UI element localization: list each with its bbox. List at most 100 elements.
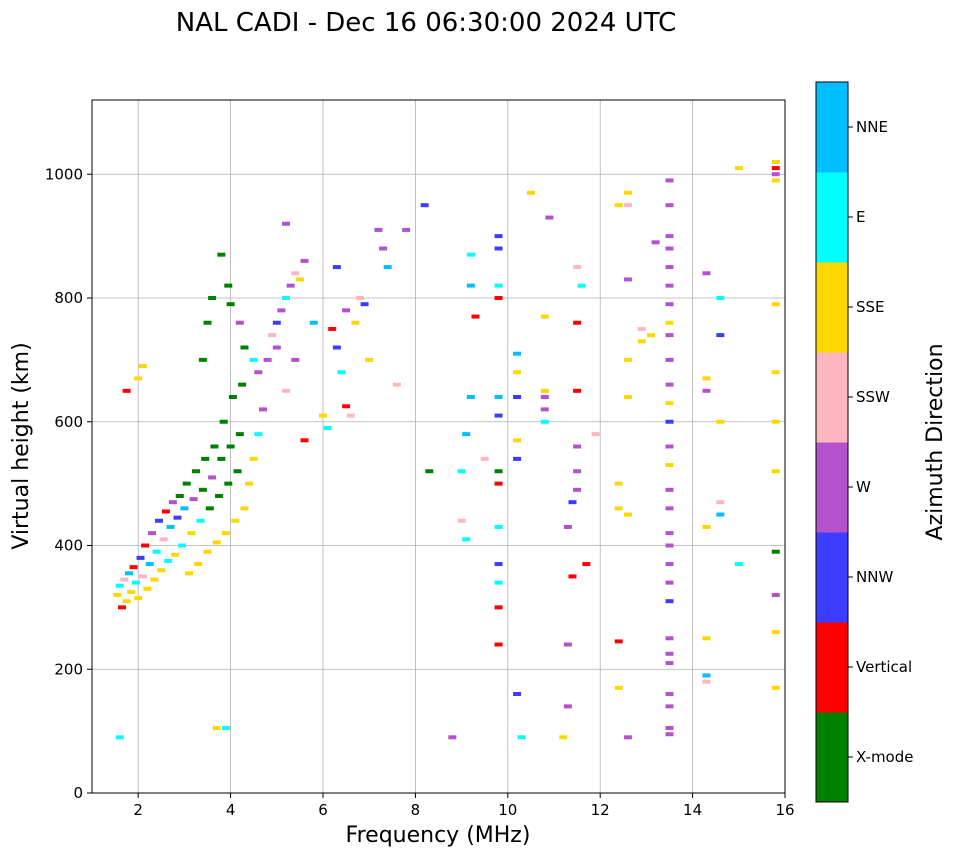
data-point (217, 252, 226, 257)
data-point (494, 580, 503, 585)
data-point (282, 296, 291, 300)
data-point (402, 227, 411, 232)
colorbar-label: NNW (856, 568, 893, 586)
data-point (614, 685, 623, 690)
data-point (291, 357, 300, 362)
data-point (212, 726, 221, 731)
data-point (138, 364, 147, 369)
data-point (665, 333, 674, 338)
data-point (665, 283, 674, 288)
data-point (164, 558, 173, 563)
data-point (346, 413, 355, 418)
data-point (614, 481, 623, 486)
data-point (420, 203, 429, 208)
data-point (771, 172, 780, 177)
data-point (591, 432, 600, 437)
data-point (513, 456, 522, 461)
data-point (198, 357, 207, 362)
data-point (152, 549, 161, 554)
data-point (771, 370, 780, 375)
data-point (494, 605, 503, 610)
data-point (665, 599, 674, 604)
data-point (221, 726, 230, 731)
data-point (623, 395, 632, 399)
data-point (665, 704, 674, 709)
data-point (494, 234, 503, 239)
data-point (392, 382, 401, 387)
data-point (734, 562, 743, 567)
data-point (665, 651, 674, 656)
data-point (374, 227, 383, 232)
data-point (771, 302, 780, 307)
data-point (614, 506, 623, 511)
data-point (545, 215, 554, 220)
data-point (166, 524, 175, 529)
data-point (637, 326, 646, 331)
data-point (517, 735, 526, 740)
data-point (159, 537, 168, 542)
data-point (540, 419, 549, 424)
data-point (665, 246, 674, 251)
colorbar-swatch (816, 712, 848, 803)
colorbar-label: Vertical (856, 658, 912, 676)
data-point (716, 296, 725, 300)
data-point (240, 506, 249, 511)
data-point (224, 283, 233, 288)
data-point (771, 593, 780, 597)
data-point (494, 413, 503, 418)
data-point (623, 277, 632, 282)
data-point (665, 320, 674, 325)
data-point (734, 166, 743, 171)
data-point (494, 246, 503, 251)
data-point (342, 404, 351, 409)
data-point (221, 531, 230, 536)
data-point (623, 735, 632, 740)
data-point (573, 487, 582, 492)
data-point (702, 271, 711, 276)
x-axis-title: Frequency (MHz) (346, 823, 531, 848)
data-point (249, 456, 258, 461)
data-point (614, 639, 623, 644)
data-point (235, 432, 244, 437)
data-point (771, 159, 780, 164)
data-point (466, 252, 475, 257)
colorbar-swatch (816, 172, 848, 263)
data-point (173, 515, 182, 520)
data-point (203, 549, 212, 554)
data-point (212, 540, 221, 545)
data-point (228, 395, 237, 399)
data-point (215, 494, 224, 498)
data-point (665, 401, 674, 406)
data-point (175, 494, 184, 498)
data-point (771, 630, 780, 635)
data-point (268, 333, 277, 338)
data-point (623, 203, 632, 208)
colorbar-swatch (816, 352, 848, 443)
data-point (351, 320, 360, 325)
data-point (129, 565, 138, 570)
data-point (272, 320, 281, 325)
data-point (254, 370, 263, 375)
grid (92, 100, 786, 794)
data-point (282, 388, 291, 393)
data-point (226, 302, 235, 307)
data-point (448, 735, 457, 740)
data-point (462, 537, 471, 542)
colorbar-label: SSE (856, 298, 885, 316)
data-point (716, 500, 725, 505)
data-point (249, 357, 258, 362)
data-point (494, 481, 503, 486)
data-point (138, 574, 147, 579)
data-point (568, 500, 577, 505)
data-point (494, 642, 503, 647)
data-point (637, 339, 646, 344)
data-point (233, 469, 242, 474)
data-point (148, 531, 157, 536)
data-point (141, 543, 150, 548)
data-point (189, 497, 198, 502)
data-point (665, 382, 674, 387)
azimuth-colorbar: X-mode Vertical NNW W SSW SSE E NNE (815, 81, 913, 803)
colorbar-label: W (856, 478, 871, 496)
data-point (573, 469, 582, 474)
data-point (113, 593, 122, 597)
